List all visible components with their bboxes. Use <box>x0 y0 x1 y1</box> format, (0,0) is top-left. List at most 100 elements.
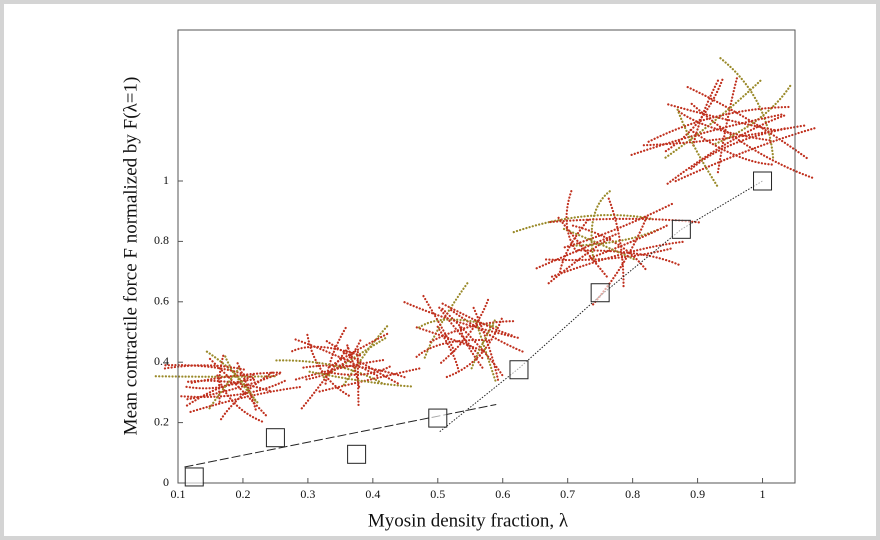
x-tick-label: 0.9 <box>690 487 705 501</box>
fit-line <box>439 180 763 433</box>
x-tick-label: 1 <box>760 487 766 501</box>
filament <box>472 306 500 384</box>
filament <box>341 325 389 388</box>
y-tick-label: 0.6 <box>154 294 169 308</box>
filament <box>512 213 652 234</box>
filament <box>677 110 771 142</box>
filament <box>689 128 774 166</box>
filament <box>306 333 352 398</box>
filament <box>294 338 379 377</box>
filament <box>640 127 786 147</box>
filament <box>325 340 401 386</box>
filament <box>588 224 668 260</box>
y-tick-label: 0 <box>163 475 169 489</box>
filament <box>436 325 460 374</box>
filament <box>184 372 281 401</box>
filament <box>187 379 271 392</box>
filament <box>164 364 255 380</box>
x-tick-label: 0.5 <box>430 487 445 501</box>
filament <box>565 190 579 255</box>
filament <box>533 233 617 271</box>
y-tick-label: 1 <box>163 173 169 187</box>
filament <box>236 362 258 414</box>
filament <box>184 373 255 390</box>
x-axis-title: Myosin density fraction, λ <box>368 510 569 531</box>
filament <box>219 371 274 422</box>
y-tick-label: 0.8 <box>154 233 169 247</box>
filament <box>422 294 457 354</box>
filament <box>571 224 647 271</box>
filament <box>546 237 612 286</box>
filament <box>302 364 408 379</box>
filament <box>415 326 485 353</box>
filament <box>324 365 391 376</box>
filament <box>218 354 225 403</box>
filament <box>628 113 783 157</box>
filament <box>719 57 775 160</box>
filament <box>179 379 286 399</box>
marker <box>753 171 773 191</box>
filament <box>562 202 673 249</box>
filament <box>444 317 503 379</box>
filament <box>417 318 498 329</box>
filament <box>662 79 762 161</box>
filament <box>324 326 347 388</box>
filament <box>576 249 683 267</box>
filament <box>315 367 421 394</box>
filament <box>667 103 777 132</box>
chart: Myosin density fraction, λ Mean contract… <box>120 29 816 531</box>
filament <box>208 357 268 418</box>
x-tick-label: 0.6 <box>495 487 510 501</box>
marker <box>671 219 691 239</box>
filament <box>543 247 672 262</box>
filament <box>187 385 301 414</box>
filament <box>686 86 810 161</box>
marker <box>428 408 448 428</box>
filament <box>216 374 265 423</box>
marker <box>184 467 204 487</box>
x-tick-label: 0.2 <box>235 487 250 501</box>
filament <box>450 309 526 354</box>
filament <box>294 359 385 381</box>
filament <box>429 320 515 344</box>
y-tick-label: 0.4 <box>154 354 169 368</box>
filament <box>303 339 362 381</box>
y-tick-label: 0.2 <box>154 414 169 428</box>
x-tick-label: 0.4 <box>365 487 380 501</box>
filament <box>716 77 738 176</box>
filament <box>469 319 496 372</box>
filament <box>558 218 590 275</box>
filament <box>665 114 786 186</box>
filament <box>322 337 387 379</box>
filament <box>663 78 724 154</box>
filament <box>299 346 350 411</box>
filament <box>346 344 361 390</box>
filament <box>549 217 701 224</box>
filament <box>548 240 684 279</box>
filament <box>423 282 469 360</box>
filament <box>459 326 485 371</box>
x-tick-label: 0.8 <box>625 487 640 501</box>
filament <box>672 127 816 183</box>
filament <box>688 124 806 172</box>
x-tick-label: 0.1 <box>171 487 186 501</box>
filament <box>676 108 720 189</box>
marker <box>347 444 367 464</box>
filament <box>569 228 659 248</box>
filament <box>590 190 611 262</box>
x-tick-label: 0.3 <box>300 487 315 501</box>
filament <box>291 345 364 358</box>
filament <box>692 79 720 148</box>
plot-frame <box>177 29 796 484</box>
filament <box>326 332 389 370</box>
marker <box>590 283 610 303</box>
network-images <box>154 57 816 423</box>
filament <box>438 306 486 362</box>
marker <box>509 360 529 380</box>
filament <box>190 371 282 384</box>
filament <box>308 370 413 388</box>
y-axis-title: Mean contractile force F normalized by F… <box>120 77 141 436</box>
filament <box>438 298 490 366</box>
x-tick-label: 0.7 <box>560 487 575 501</box>
